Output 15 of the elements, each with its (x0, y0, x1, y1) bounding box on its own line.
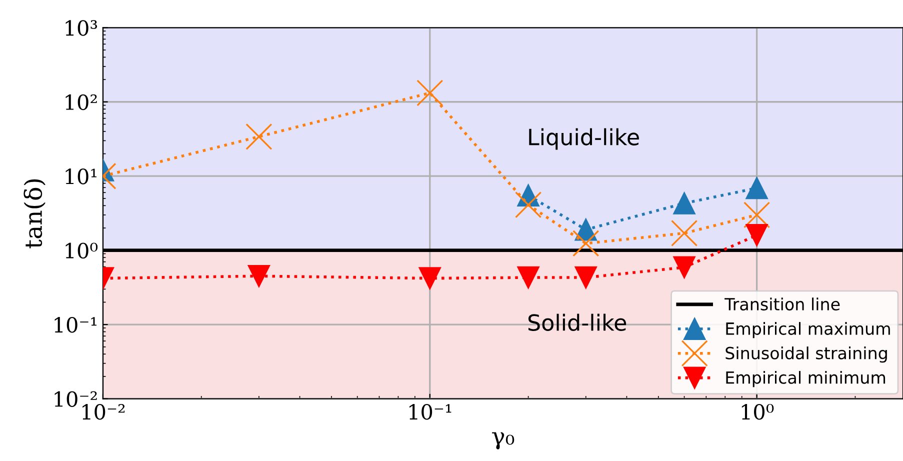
x-tick-label: 10⁰ (742, 404, 774, 420)
legend-label: Empirical minimum (726, 370, 886, 388)
x-axis-title: γ₀ (492, 432, 514, 450)
legend-label: Transition line (724, 298, 840, 310)
y-tick-label: 10¹ (66, 168, 96, 184)
band-label: Solid-like (528, 314, 626, 331)
y-tick-label: 10² (66, 94, 97, 110)
y-tick-label: 10⁰ (66, 242, 98, 259)
legend-label: Sinusoidal straining (726, 346, 887, 363)
legend-label: Empirical maximum (726, 322, 890, 338)
y-axis-title: tan(δ) (24, 179, 46, 248)
x-tick-label: 10⁻¹ (409, 404, 452, 420)
y-tick-label: 10⁻¹ (54, 316, 96, 333)
band-label: Liquid-like (529, 128, 639, 150)
y-tick-label: 10³ (66, 20, 98, 36)
